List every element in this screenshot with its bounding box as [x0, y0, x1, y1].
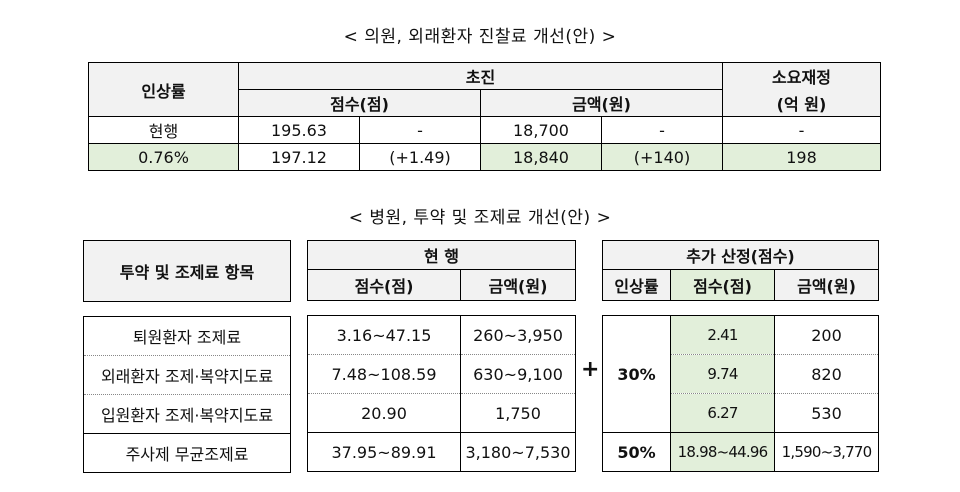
header-added: 추가 산정(점수)	[602, 240, 879, 270]
cell-score: 3.16~47.15	[307, 315, 461, 355]
cell-amount: 260~3,950	[460, 315, 576, 355]
cell-rate: 0.76%	[88, 143, 239, 171]
cell-item: 퇴원환자 조제료	[83, 316, 291, 356]
cell-rate-50: 50%	[602, 432, 671, 472]
cell-added-score: 18.98~44.96	[670, 432, 775, 472]
plus-sign: +	[581, 357, 600, 382]
cell-score: 20.90	[307, 393, 461, 433]
header-added-amount: 금액(원)	[774, 269, 879, 301]
table-row: 0.76% 197.12 (+1.49) 18,840 (+140) 198	[88, 143, 881, 171]
cell-score-delta: (+1.49)	[359, 143, 481, 171]
cell-amount-delta: -	[601, 116, 723, 144]
cell-score: 197.12	[238, 143, 360, 171]
cell-score-delta: -	[359, 116, 481, 144]
cell-item: 주사제 무균조제료	[83, 433, 291, 473]
cell-budget: -	[722, 116, 881, 144]
header-amount: 금액(원)	[460, 269, 576, 301]
header-first-visit: 초진	[238, 62, 723, 90]
cell-amount: 3,180~7,530	[460, 432, 576, 472]
header-item: 투약 및 조제료 항목	[83, 240, 291, 302]
cell-budget: 198	[722, 143, 881, 171]
clinic-fee-table: 인상률 초진 소요재정 점수(점) 금액(원) (억 원) 현행 195.63 …	[88, 62, 881, 171]
cell-rate: 현행	[88, 116, 239, 144]
cell-amount: 18,700	[480, 116, 602, 144]
cell-score: 7.48~108.59	[307, 354, 461, 394]
cell-added-amount: 1,590~3,770	[774, 432, 879, 472]
header-budget-unit: (억 원)	[722, 89, 881, 117]
cell-amount: 18,840	[480, 143, 602, 171]
table-row: 현행 195.63 - 18,700 - -	[88, 116, 881, 144]
header-budget: 소요재정	[722, 62, 881, 90]
cell-added-score: 9.74	[670, 354, 775, 394]
cell-score: 37.95~89.91	[307, 432, 461, 472]
dispensing-items-table: 투약 및 조제료 항목 퇴원환자 조제료 외래환자 조제·복약지도료 입원환자 …	[83, 240, 291, 473]
cell-amount-delta: (+140)	[601, 143, 723, 171]
cell-item: 외래환자 조제·복약지도료	[83, 355, 291, 395]
header-amount: 금액(원)	[480, 89, 723, 117]
cell-added-score: 6.27	[670, 393, 775, 433]
title-hospital-dispensing-fee: < 병원, 투약 및 조제료 개선(안) >	[348, 208, 612, 228]
cell-amount: 630~9,100	[460, 354, 576, 394]
current-fee-table: 현 행 점수(점) 금액(원) 3.16~47.15 260~3,950 7.4…	[307, 240, 576, 472]
cell-amount: 1,750	[460, 393, 576, 433]
header-rate: 인상률	[88, 62, 239, 117]
header-current: 현 행	[307, 240, 576, 270]
cell-item: 입원환자 조제·복약지도료	[83, 394, 291, 434]
header-score: 점수(점)	[238, 89, 481, 117]
cell-added-score: 2.41	[670, 315, 775, 355]
cell-added-amount: 530	[774, 393, 879, 433]
title-clinic-fee: < 의원, 외래환자 진찰료 개선(안) >	[343, 27, 617, 47]
header-score: 점수(점)	[307, 269, 461, 301]
header-added-score: 점수(점)	[670, 269, 775, 301]
header-rate: 인상률	[602, 269, 671, 301]
cell-added-amount: 200	[774, 315, 879, 355]
cell-score: 195.63	[238, 116, 360, 144]
added-fee-table: 추가 산정(점수) 인상률 점수(점) 금액(원) 30% 2.41 200 9…	[602, 240, 879, 472]
cell-rate-30: 30%	[602, 315, 671, 433]
cell-added-amount: 820	[774, 354, 879, 394]
